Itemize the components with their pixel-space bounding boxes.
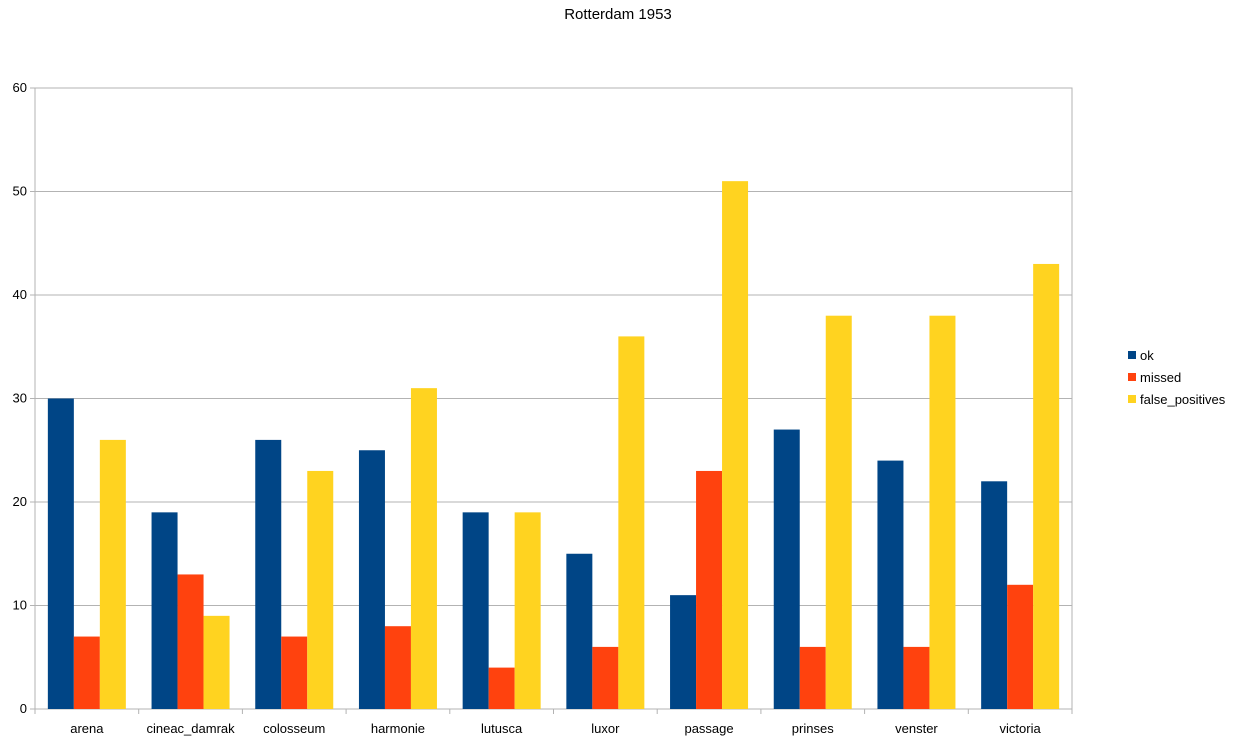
legend: ok missed false_positives: [1128, 344, 1225, 410]
bar-missed-venster: [903, 646, 930, 709]
bar-ok-lutusca: [462, 512, 489, 709]
x-tick-label: colosseum: [263, 721, 325, 736]
bar-missed-colosseum: [281, 636, 308, 709]
bar-ok-cineac-damrak: [151, 512, 178, 709]
legend-item-ok: ok: [1128, 344, 1225, 366]
bar-false-positives-venster: [929, 315, 956, 709]
legend-label-false-positives: false_positives: [1140, 391, 1226, 407]
y-tick-label: 10: [13, 598, 27, 613]
x-tick-label: luxor: [591, 721, 620, 736]
x-tick-label: arena: [70, 721, 104, 736]
bars: [47, 181, 1060, 709]
bar-false-positives-passage: [722, 181, 749, 709]
bar-missed-arena: [73, 636, 100, 709]
x-tick-label: harmonie: [371, 721, 425, 736]
bar-ok-passage: [670, 595, 697, 709]
bar-ok-prinses: [773, 429, 800, 709]
bar-ok-harmonie: [358, 450, 385, 709]
tick-labels: 0 10 20 30 40 50 60 arena cineac_damrak colosseum…: [13, 80, 1042, 736]
bar-missed-lutusca: [488, 667, 515, 709]
x-tick-label: cineac_damrak: [146, 721, 235, 736]
legend-item-false-positives: false_positives: [1128, 388, 1225, 410]
y-tick-label: 60: [13, 80, 27, 95]
bar-ok-venster: [877, 460, 904, 709]
bar-ok-luxor: [566, 553, 593, 709]
x-tick-label: passage: [684, 721, 733, 736]
bar-false-positives-cineac-damrak: [203, 615, 230, 709]
y-tick-label: 30: [13, 391, 27, 406]
bar-false-positives-luxor: [618, 336, 645, 709]
y-tick-label: 50: [13, 184, 27, 199]
bar-missed-passage: [696, 470, 723, 709]
x-tick-label: victoria: [1000, 721, 1042, 736]
bar-missed-victoria: [1007, 584, 1034, 709]
x-tick-label: venster: [895, 721, 938, 736]
x-tick-label: prinses: [792, 721, 834, 736]
bar-false-positives-harmonie: [410, 388, 437, 709]
bar-ok-colosseum: [255, 439, 282, 709]
bar-false-positives-prinses: [825, 315, 852, 709]
axes: [30, 87, 1073, 714]
y-tick-label: 20: [13, 494, 27, 509]
legend-label-ok: ok: [1140, 347, 1154, 363]
bar-missed-luxor: [592, 646, 619, 709]
bar-missed-prinses: [799, 646, 826, 709]
legend-item-missed: missed: [1128, 366, 1225, 388]
x-tick-label: lutusca: [481, 721, 523, 736]
legend-swatch-false-positives: [1128, 395, 1136, 403]
bar-missed-harmonie: [384, 626, 411, 709]
bar-false-positives-victoria: [1033, 263, 1060, 709]
bar-false-positives-arena: [99, 439, 126, 709]
chart-title: Rotterdam 1953: [564, 6, 672, 23]
legend-label-missed: missed: [1140, 369, 1182, 385]
legend-swatch-missed: [1128, 373, 1136, 381]
bar-false-positives-lutusca: [514, 512, 541, 709]
bar-missed-cineac-damrak: [177, 574, 204, 709]
bar-ok-victoria: [981, 481, 1008, 709]
bar-ok-arena: [47, 398, 74, 709]
legend-swatch-ok: [1128, 351, 1136, 359]
y-tick-label: 40: [13, 287, 27, 302]
y-tick-label: 0: [20, 701, 27, 716]
bar-false-positives-colosseum: [307, 470, 334, 709]
